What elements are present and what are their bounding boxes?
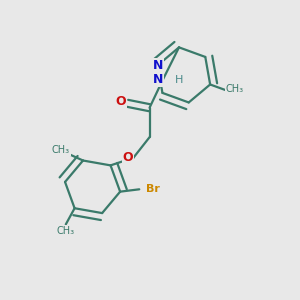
Text: CH₃: CH₃ <box>52 145 70 155</box>
Text: N: N <box>152 73 163 86</box>
Text: N: N <box>152 59 163 72</box>
Text: O: O <box>123 151 134 164</box>
Text: CH₃: CH₃ <box>57 226 75 236</box>
Text: O: O <box>116 95 126 108</box>
Text: Br: Br <box>146 184 160 194</box>
Text: CH₃: CH₃ <box>226 84 244 94</box>
Text: H: H <box>175 75 183 85</box>
